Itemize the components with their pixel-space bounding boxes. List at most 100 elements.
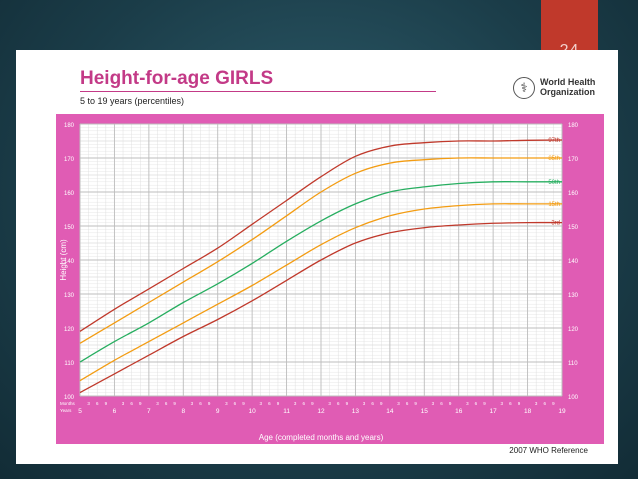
growth-chart: 100 100 110 110 120 120 130 130 140 140 150 150 160 1… <box>56 114 604 444</box>
y-tick-label-right: 130 <box>568 293 579 299</box>
y-axis-label: Height (cm) <box>59 239 68 281</box>
month-tick-label: 6 <box>475 401 478 406</box>
month-tick-label: 6 <box>199 401 202 406</box>
month-tick-label: 3 <box>535 401 538 406</box>
y-tick-label-left: 140 <box>64 259 75 265</box>
y-tick-label-left: 100 <box>64 395 75 401</box>
y-tick-label-left: 120 <box>64 327 75 333</box>
month-tick-label: 9 <box>518 401 521 406</box>
y-tick-label-right: 100 <box>568 395 579 401</box>
month-tick-label: 9 <box>346 401 349 406</box>
x-tick-label: 17 <box>490 408 498 415</box>
who-logo: ⚕ World Health Organization <box>513 76 608 102</box>
title-rule <box>80 91 436 92</box>
y-tick-label-left: 160 <box>64 191 75 197</box>
month-tick-label: 9 <box>311 401 314 406</box>
x-tick-label: 14 <box>386 408 394 415</box>
y-tick-label-right: 110 <box>568 361 578 367</box>
month-tick-label: 3 <box>122 401 125 406</box>
y-tick-label-left: 130 <box>64 293 75 299</box>
y-tick-label-right: 170 <box>568 157 579 163</box>
series-label-3rd: 3rd <box>551 221 560 227</box>
month-tick-label: 3 <box>500 401 503 406</box>
series-label-97th: 97th <box>548 138 560 144</box>
month-tick-label: 3 <box>294 401 297 406</box>
month-tick-label: 6 <box>371 401 374 406</box>
month-tick-label: 6 <box>96 401 99 406</box>
month-tick-label: 3 <box>432 401 435 406</box>
y-tick-label-right: 140 <box>568 259 579 265</box>
month-tick-label: 6 <box>544 401 547 406</box>
x-tick-label: 12 <box>317 408 325 415</box>
series-label-50th: 50th <box>548 180 560 186</box>
month-tick-label: 3 <box>363 401 366 406</box>
series-line-50th <box>79 181 563 363</box>
month-tick-label: 3 <box>328 401 331 406</box>
month-tick-label: 9 <box>380 401 383 406</box>
month-tick-label: 9 <box>277 401 280 406</box>
series-line-85th <box>79 157 562 344</box>
month-tick-label: 6 <box>303 401 306 406</box>
month-tick-label: 9 <box>414 401 417 406</box>
month-tick-label: 6 <box>406 401 409 406</box>
who-logo-line-1: World Health <box>540 77 596 87</box>
month-tick-label: 6 <box>165 401 168 406</box>
x-tick-label: 13 <box>352 408 360 415</box>
month-tick-label: 6 <box>130 401 133 406</box>
chart-subtitle: 5 to 19 years (percentiles) <box>80 96 185 106</box>
chart-title: Height-for-age GIRLS <box>80 68 274 89</box>
month-tick-label: 9 <box>449 401 452 406</box>
month-tick-label: 3 <box>397 401 400 406</box>
month-tick-label: 6 <box>440 401 443 406</box>
globe-icon: ⚕ <box>513 77 535 99</box>
y-tick-label-left: 170 <box>64 157 75 163</box>
chart-card: Height-for-age GIRLS 5 to 19 years (perc… <box>16 50 618 464</box>
x-tick-label: 6 <box>113 408 117 415</box>
month-tick-label: 9 <box>483 401 486 406</box>
month-tick-label: 9 <box>139 401 142 406</box>
month-tick-label: 9 <box>552 401 555 406</box>
month-tick-label: 3 <box>225 401 228 406</box>
y-tick-label-right: 150 <box>568 225 579 231</box>
month-tick-label: 3 <box>191 401 194 406</box>
x-tick-label: 9 <box>216 408 220 415</box>
who-logo-line-2: Organization <box>540 87 596 97</box>
y-tick-label-left: 110 <box>64 361 74 367</box>
month-tick-label: 9 <box>208 401 211 406</box>
month-tick-label: 6 <box>234 401 237 406</box>
x-tick-label: 10 <box>249 408 257 415</box>
y-tick-label-right: 180 <box>568 123 579 129</box>
who-logo-text: World Health Organization <box>540 77 595 97</box>
month-tick-label: 3 <box>156 401 159 406</box>
series-line-97th <box>79 139 563 332</box>
y-tick-label-left: 150 <box>64 225 75 231</box>
month-tick-label: 6 <box>509 401 512 406</box>
months-row-label: Months <box>60 401 76 406</box>
y-tick-label-left: 180 <box>64 123 75 129</box>
month-tick-label: 9 <box>242 401 245 406</box>
x-tick-label: 15 <box>421 408 429 415</box>
month-tick-label: 3 <box>259 401 262 406</box>
x-axis-label: Age (completed months and years) <box>259 433 384 442</box>
x-tick-label: 19 <box>558 408 566 415</box>
month-tick-label: 9 <box>105 401 108 406</box>
month-tick-label: 3 <box>466 401 469 406</box>
x-tick-label: 7 <box>147 408 151 415</box>
series-label-85th: 85th <box>548 156 560 162</box>
month-tick-label: 6 <box>268 401 271 406</box>
x-tick-label: 8 <box>181 408 185 415</box>
series-line-3rd <box>79 221 563 394</box>
series-line-15th <box>79 203 562 382</box>
series-label-15th: 15th <box>548 202 560 208</box>
y-tick-label-right: 160 <box>568 191 579 197</box>
years-row-label: Years <box>60 408 72 413</box>
month-tick-label: 3 <box>87 401 90 406</box>
x-tick-label: 11 <box>283 408 290 415</box>
month-tick-label: 6 <box>337 401 340 406</box>
x-tick-label: 18 <box>524 408 532 415</box>
y-tick-label-right: 120 <box>568 327 579 333</box>
x-tick-label: 5 <box>78 408 82 415</box>
month-tick-label: 9 <box>173 401 176 406</box>
x-tick-label: 16 <box>455 408 463 415</box>
reference-note: 2007 WHO Reference <box>509 446 588 455</box>
